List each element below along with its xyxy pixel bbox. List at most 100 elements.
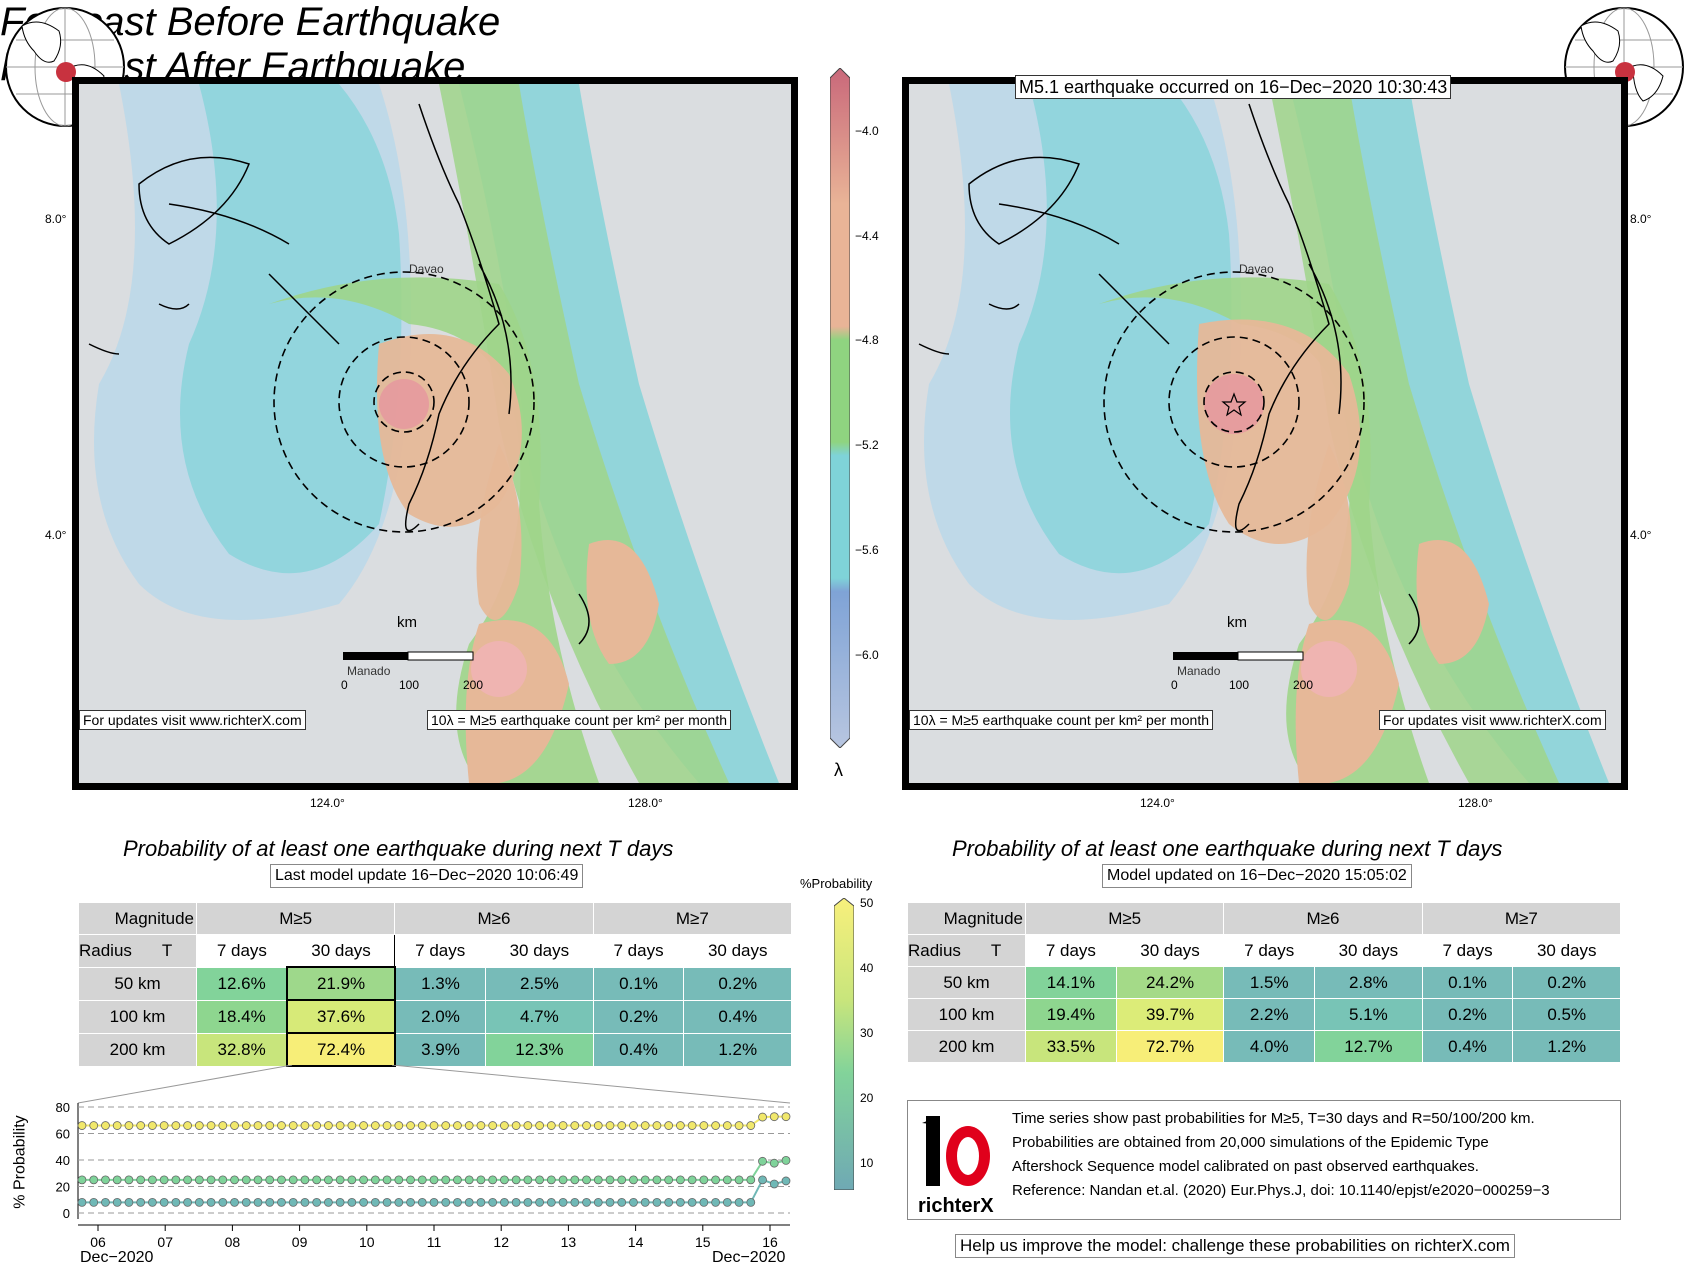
data-point [769, 1179, 779, 1189]
data-point [288, 1175, 298, 1185]
data-point [546, 1121, 556, 1130]
data-point [664, 1121, 674, 1130]
prob-left-subtitle: Last model update 16−Dec−2020 10:06:49 [270, 864, 584, 888]
data-point [194, 1121, 204, 1130]
data-point [734, 1121, 744, 1130]
data-point [230, 1121, 239, 1130]
data-point [323, 1175, 333, 1185]
cell: 0.2% [683, 966, 792, 1001]
magnitude-header: Magnitude [907, 902, 1026, 935]
cell: 72.4% [286, 1032, 396, 1067]
data-point [171, 1197, 181, 1207]
data-point [335, 1175, 345, 1185]
right-lon-128: 128.0° [1458, 796, 1493, 810]
data-point [605, 1121, 615, 1130]
left-map-title: Forecast Before Earthquake [0, 0, 501, 44]
data-point [453, 1197, 462, 1207]
cell: 0.1% [1421, 966, 1514, 999]
right-lat-8: 8.0° [1630, 212, 1652, 226]
data-point [558, 1197, 568, 1207]
data-point [746, 1197, 756, 1207]
data-point [746, 1121, 756, 1130]
data-point [382, 1175, 392, 1185]
data-point [605, 1175, 615, 1185]
left-forecast-map[interactable]: Davao Manado km 0 100 200 For updates vi… [72, 77, 798, 790]
data-point [429, 1197, 439, 1207]
prob-right-table: Magnitude M≥5 M≥6 M≥7 Radius T 7 days 30 … [907, 902, 1622, 1063]
period: 30 days [683, 934, 792, 968]
x-tick-label: 10 [359, 1234, 375, 1250]
data-point [429, 1175, 439, 1185]
data-point [382, 1197, 392, 1207]
data-point [499, 1197, 509, 1207]
zoom-connector [391, 1064, 791, 1104]
data-point [159, 1121, 169, 1130]
info-line: Probabilities are obtained from 20,000 s… [1012, 1134, 1489, 1151]
data-point [676, 1121, 685, 1130]
mag-m5: M≥5 [195, 902, 396, 935]
data-point [277, 1197, 286, 1207]
mag-m7: M≥7 [1421, 902, 1622, 935]
data-point [241, 1197, 251, 1207]
data-point [476, 1121, 486, 1130]
data-point [558, 1175, 568, 1185]
period: 7 days [196, 934, 288, 968]
cell: 0.5% [1512, 998, 1621, 1031]
table-row: 100 km 19.4% 39.7% 2.2% 5.1% 0.2% 0.5% [907, 998, 1621, 1031]
right-forecast-map[interactable]: Davao Manado km 0 100 200 10λ = M≥5 eart… [902, 77, 1628, 790]
period: 30 days [485, 934, 594, 968]
data-point [640, 1121, 650, 1130]
cell: 0.4% [683, 999, 792, 1034]
manado-label: Manado [347, 664, 391, 678]
data-point [124, 1175, 134, 1185]
data-point [241, 1121, 251, 1130]
data-point [394, 1175, 404, 1185]
data-point [711, 1121, 720, 1130]
scale-tick-0: 0 [1171, 678, 1178, 692]
data-point [605, 1197, 615, 1207]
prob-right-subtitle: Model updated on 16−Dec−2020 15:05:02 [1102, 864, 1412, 888]
mag-m6: M≥6 [1223, 902, 1423, 935]
prob-timeseries-chart: 80 60 40 20 0 06 07 08 09 10 11 12 13 14 15 16 % Probab… [0, 1064, 800, 1267]
lambda-tick: −4.0 [855, 124, 879, 138]
data-point [464, 1121, 474, 1130]
bottom-note[interactable]: Help us improve the model: challenge the… [955, 1234, 1515, 1258]
data-point [781, 1112, 791, 1122]
info-line: Reference: Nandan et.al. (2020) Eur.Phys… [1012, 1182, 1550, 1199]
t-label: T [990, 940, 1002, 960]
data-point [593, 1121, 603, 1130]
data-point [722, 1197, 732, 1207]
data-point [758, 1156, 767, 1166]
data-point [230, 1175, 239, 1185]
data-point [382, 1121, 392, 1130]
data-point [171, 1121, 181, 1130]
table-row: 200 km 33.5% 72.7% 4.0% 12.7% 0.4% 1.2% [907, 1030, 1621, 1063]
period: 7 days [592, 934, 685, 968]
cell: 0.4% [1421, 1030, 1514, 1063]
data-point [277, 1121, 286, 1130]
data-point [89, 1121, 99, 1130]
data-point [758, 1112, 767, 1122]
data-point [335, 1197, 345, 1207]
x-tick-label: 15 [695, 1234, 711, 1250]
data-point [511, 1175, 521, 1185]
data-point [359, 1175, 369, 1185]
data-point [511, 1121, 521, 1130]
data-point [323, 1197, 333, 1207]
cell: 1.3% [394, 966, 487, 1001]
prob-tick: 40 [860, 961, 874, 975]
data-point [499, 1175, 509, 1185]
data-point [593, 1175, 603, 1185]
cell: 24.2% [1115, 966, 1225, 999]
data-point [171, 1175, 181, 1185]
scale-tick-100: 100 [1229, 678, 1250, 692]
data-point [687, 1197, 697, 1207]
data-point [265, 1175, 275, 1185]
y-tick-label: 60 [56, 1127, 70, 1142]
info-line: Time series show past probabilities for … [1012, 1110, 1535, 1127]
cell: 2.8% [1314, 966, 1423, 999]
data-point [676, 1197, 685, 1207]
footer-left: 10λ = M≥5 earthquake count per km² per m… [909, 710, 1214, 730]
data-point [617, 1175, 627, 1185]
data-point [523, 1197, 533, 1207]
